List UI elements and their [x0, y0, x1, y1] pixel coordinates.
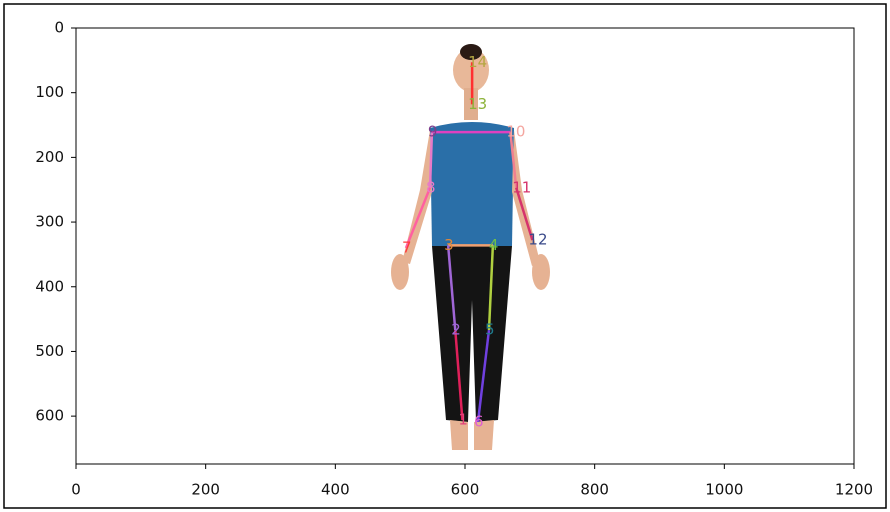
keypoint-label: 14 [468, 53, 487, 71]
y-tick-label: 500 [35, 342, 64, 360]
keypoint-label: 11 [512, 178, 531, 196]
skeleton-bone [509, 132, 518, 188]
keypoint-label: 12 [528, 231, 547, 249]
keypoint-label: 10 [506, 123, 525, 141]
skeleton-bone [476, 329, 491, 423]
keypoint-label: 5 [485, 321, 495, 339]
x-tick-label: 1200 [835, 481, 873, 499]
keypoint-label: 7 [402, 238, 412, 256]
skeleton-bone [404, 187, 432, 249]
y-tick-label: 0 [54, 19, 64, 37]
x-tick-label: 200 [191, 481, 220, 499]
keypoint-label: 9 [428, 123, 438, 141]
x-tick-label: 800 [580, 481, 609, 499]
y-tick-label: 100 [35, 83, 64, 101]
keypoint-label: 1 [458, 411, 468, 429]
x-tick-label: 1000 [705, 481, 743, 499]
keypoint-label: 2 [451, 321, 461, 339]
skeleton-bone [454, 329, 464, 421]
keypoint-label: 3 [444, 236, 454, 254]
skeleton-bone [446, 245, 457, 331]
x-tick-label: 600 [451, 481, 480, 499]
keypoint-label: 4 [489, 236, 499, 254]
keypoint-label: 13 [468, 95, 487, 113]
keypoint-label: 8 [426, 178, 436, 196]
x-tick-label: 0 [71, 481, 81, 499]
y-tick-label: 400 [35, 277, 64, 295]
y-tick-label: 600 [35, 407, 64, 425]
y-tick-label: 200 [35, 148, 64, 166]
skeleton-bone [515, 187, 534, 241]
y-tick-label: 300 [35, 213, 64, 231]
x-tick-label: 400 [321, 481, 350, 499]
skeleton-bone [428, 132, 434, 188]
skeleton-bone [487, 245, 495, 331]
keypoint-label: 6 [474, 412, 484, 430]
